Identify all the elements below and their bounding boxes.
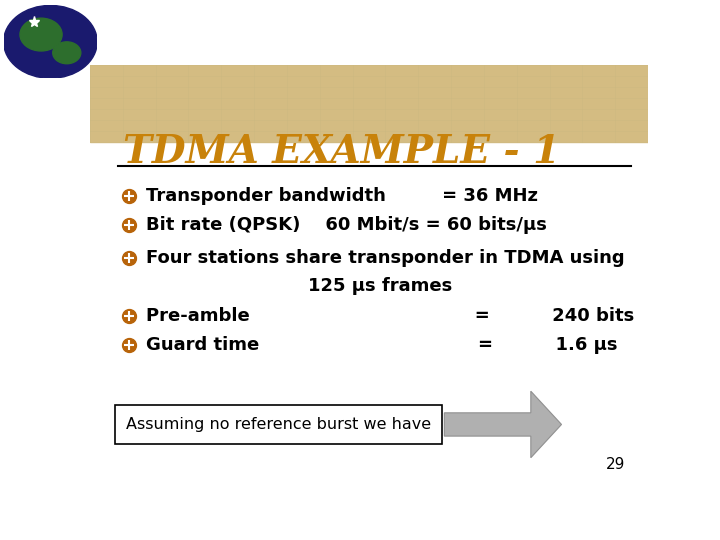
Text: Guard time                                   =          1.6 μs: Guard time = 1.6 μs bbox=[145, 336, 617, 354]
Circle shape bbox=[20, 18, 62, 51]
Text: Bit rate (QPSK)    60 Mbit/s = 60 bits/μs: Bit rate (QPSK) 60 Mbit/s = 60 bits/μs bbox=[145, 216, 546, 234]
Polygon shape bbox=[444, 391, 562, 458]
Text: TDMA EXAMPLE - 1: TDMA EXAMPLE - 1 bbox=[124, 133, 561, 171]
Text: Assuming no reference burst we have: Assuming no reference burst we have bbox=[126, 417, 431, 432]
Bar bbox=[90, 65, 648, 141]
Text: Transponder bandwidth         = 36 MHz: Transponder bandwidth = 36 MHz bbox=[145, 187, 538, 205]
Text: Four stations share transponder in TDMA using: Four stations share transponder in TDMA … bbox=[145, 249, 624, 267]
Circle shape bbox=[53, 42, 81, 64]
Circle shape bbox=[4, 5, 97, 78]
Text: 125 μs frames: 125 μs frames bbox=[308, 277, 452, 295]
Text: 29: 29 bbox=[606, 457, 626, 472]
FancyBboxPatch shape bbox=[115, 405, 441, 444]
Text: Pre-amble                                    =          240 bits: Pre-amble = 240 bits bbox=[145, 307, 634, 326]
